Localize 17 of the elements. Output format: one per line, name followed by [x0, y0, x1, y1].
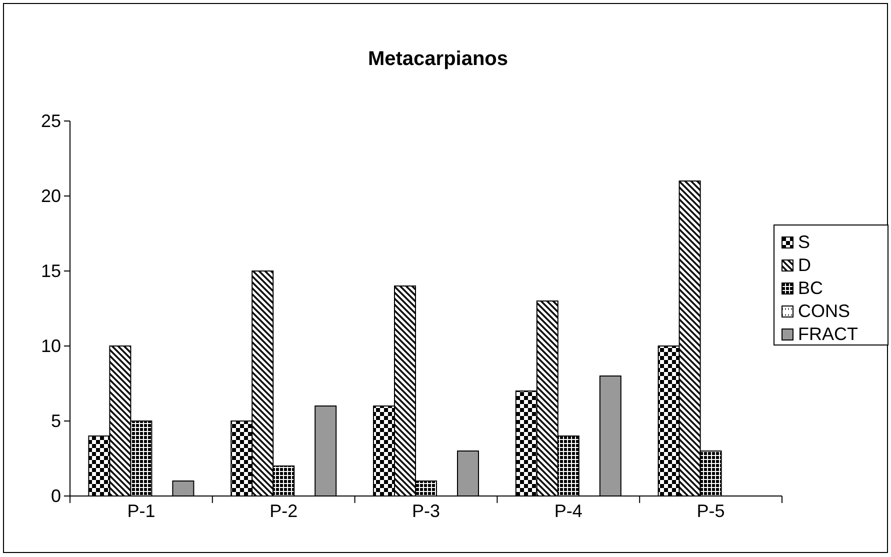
legend-label: S: [798, 232, 810, 252]
legend-label: D: [798, 255, 811, 275]
y-tick-label: 20: [40, 186, 61, 206]
y-tick-label: 15: [40, 260, 61, 281]
y-tick-label: 5: [50, 410, 61, 431]
x-tick-label: P-3: [412, 501, 440, 521]
x-tick-label: P-4: [554, 501, 582, 521]
x-tick-label: P-5: [696, 501, 725, 521]
y-tick-label: 0: [50, 486, 61, 506]
y-tick-label: 25: [40, 110, 61, 131]
legend-label: FRACT: [798, 324, 858, 344]
x-tick-label: P-1: [127, 501, 156, 521]
x-tick-label: P-2: [270, 501, 298, 521]
legend-label: CONS: [798, 301, 850, 321]
y-tick-label: 10: [40, 336, 61, 356]
legend-label: BC: [798, 278, 824, 298]
chart-title: Metacarpianos: [368, 48, 508, 70]
